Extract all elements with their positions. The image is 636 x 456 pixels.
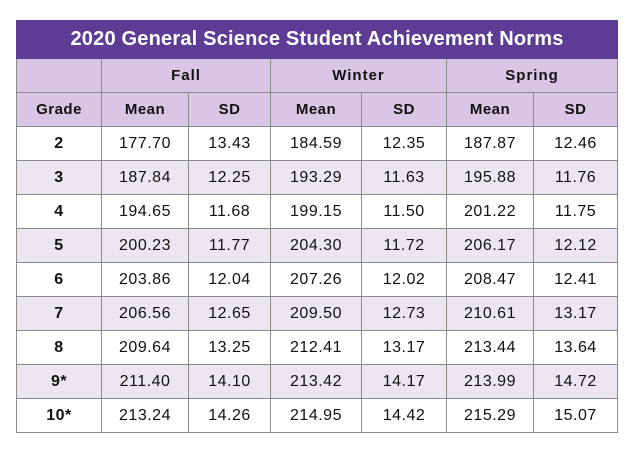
spring-mean-cell: 215.29 <box>446 398 534 433</box>
winter-mean-cell: 212.41 <box>270 330 362 365</box>
grade-cell: 10* <box>16 398 102 433</box>
season-header-row: Fall Winter Spring <box>16 58 619 93</box>
table-title: 2020 General Science Student Achievement… <box>15 20 619 59</box>
stat-header-fall-sd: SD <box>188 92 271 127</box>
table-row: 2 177.70 13.43 184.59 12.35 187.87 12.46 <box>16 126 619 161</box>
grade-header: Grade <box>16 92 102 127</box>
table-row: 5 200.23 11.77 204.30 11.72 206.17 12.12 <box>16 228 619 263</box>
winter-mean-cell: 214.95 <box>270 398 362 433</box>
spring-sd-cell: 13.64 <box>532 330 619 365</box>
grade-cell: 7 <box>16 296 102 331</box>
spring-mean-cell: 206.17 <box>446 228 534 263</box>
season-header-fall: Fall <box>101 58 271 93</box>
fall-mean-cell: 194.65 <box>101 194 189 229</box>
spring-mean-cell: 208.47 <box>446 262 534 297</box>
grade-cell: 6 <box>16 262 102 297</box>
winter-mean-cell: 193.29 <box>270 160 362 195</box>
spring-mean-cell: 213.44 <box>446 330 534 365</box>
stat-header-winter-sd: SD <box>361 92 447 127</box>
winter-sd-cell: 12.35 <box>361 126 447 161</box>
empty-corner-cell <box>16 58 102 93</box>
winter-sd-cell: 14.42 <box>361 398 447 433</box>
table-row: 3 187.84 12.25 193.29 11.63 195.88 11.76 <box>16 160 619 195</box>
fall-mean-cell: 211.40 <box>101 364 189 399</box>
fall-sd-cell: 13.25 <box>188 330 271 365</box>
stat-header-row: Grade Mean SD Mean SD Mean SD <box>16 92 619 127</box>
fall-mean-cell: 203.86 <box>101 262 189 297</box>
spring-mean-cell: 201.22 <box>446 194 534 229</box>
fall-sd-cell: 14.26 <box>188 398 271 433</box>
winter-mean-cell: 204.30 <box>270 228 362 263</box>
spring-mean-cell: 210.61 <box>446 296 534 331</box>
norms-table-container: 2020 General Science Student Achievement… <box>15 20 619 433</box>
winter-sd-cell: 11.72 <box>361 228 447 263</box>
fall-sd-cell: 11.68 <box>188 194 271 229</box>
spring-sd-cell: 11.75 <box>532 194 619 229</box>
spring-mean-cell: 195.88 <box>446 160 534 195</box>
spring-mean-cell: 187.87 <box>446 126 534 161</box>
stat-header-winter-mean: Mean <box>270 92 362 127</box>
spring-sd-cell: 12.41 <box>532 262 619 297</box>
winter-sd-cell: 13.17 <box>361 330 447 365</box>
winter-sd-cell: 14.17 <box>361 364 447 399</box>
winter-mean-cell: 199.15 <box>270 194 362 229</box>
winter-mean-cell: 209.50 <box>270 296 362 331</box>
spring-sd-cell: 14.72 <box>532 364 619 399</box>
winter-mean-cell: 184.59 <box>270 126 362 161</box>
norms-table: 2020 General Science Student Achievement… <box>15 20 619 433</box>
spring-mean-cell: 213.99 <box>446 364 534 399</box>
fall-sd-cell: 11.77 <box>188 228 271 263</box>
table-row: 6 203.86 12.04 207.26 12.02 208.47 12.41 <box>16 262 619 297</box>
spring-sd-cell: 12.12 <box>532 228 619 263</box>
stat-header-fall-mean: Mean <box>101 92 189 127</box>
grade-cell: 5 <box>16 228 102 263</box>
grade-cell: 2 <box>16 126 102 161</box>
stat-header-spring-mean: Mean <box>446 92 534 127</box>
fall-mean-cell: 187.84 <box>101 160 189 195</box>
winter-sd-cell: 11.63 <box>361 160 447 195</box>
winter-mean-cell: 213.42 <box>270 364 362 399</box>
table-row: 8 209.64 13.25 212.41 13.17 213.44 13.64 <box>16 330 619 365</box>
winter-mean-cell: 207.26 <box>270 262 362 297</box>
spring-sd-cell: 13.17 <box>532 296 619 331</box>
stat-header-spring-sd: SD <box>532 92 619 127</box>
winter-sd-cell: 11.50 <box>361 194 447 229</box>
grade-cell: 8 <box>16 330 102 365</box>
spring-sd-cell: 12.46 <box>532 126 619 161</box>
table-row: 7 206.56 12.65 209.50 12.73 210.61 13.17 <box>16 296 619 331</box>
season-header-spring: Spring <box>445 58 619 93</box>
winter-sd-cell: 12.73 <box>361 296 447 331</box>
winter-sd-cell: 12.02 <box>361 262 447 297</box>
spring-sd-cell: 15.07 <box>532 398 619 433</box>
fall-mean-cell: 209.64 <box>101 330 189 365</box>
grade-cell: 4 <box>16 194 102 229</box>
table-body: 2 177.70 13.43 184.59 12.35 187.87 12.46 3 187.8… <box>16 126 619 433</box>
grade-cell: 9* <box>16 364 102 399</box>
spring-sd-cell: 11.76 <box>532 160 619 195</box>
fall-sd-cell: 14.10 <box>188 364 271 399</box>
fall-sd-cell: 12.25 <box>188 160 271 195</box>
fall-mean-cell: 177.70 <box>101 126 189 161</box>
fall-mean-cell: 206.56 <box>101 296 189 331</box>
fall-sd-cell: 13.43 <box>188 126 271 161</box>
table-row: 10* 213.24 14.26 214.95 14.42 215.29 15.07 <box>16 398 619 433</box>
season-header-winter: Winter <box>270 58 447 93</box>
grade-cell: 3 <box>16 160 102 195</box>
table-row: 9* 211.40 14.10 213.42 14.17 213.99 14.72 <box>16 364 619 399</box>
fall-sd-cell: 12.65 <box>188 296 271 331</box>
fall-mean-cell: 213.24 <box>101 398 189 433</box>
fall-sd-cell: 12.04 <box>188 262 271 297</box>
table-row: 4 194.65 11.68 199.15 11.50 201.22 11.75 <box>16 194 619 229</box>
fall-mean-cell: 200.23 <box>101 228 189 263</box>
